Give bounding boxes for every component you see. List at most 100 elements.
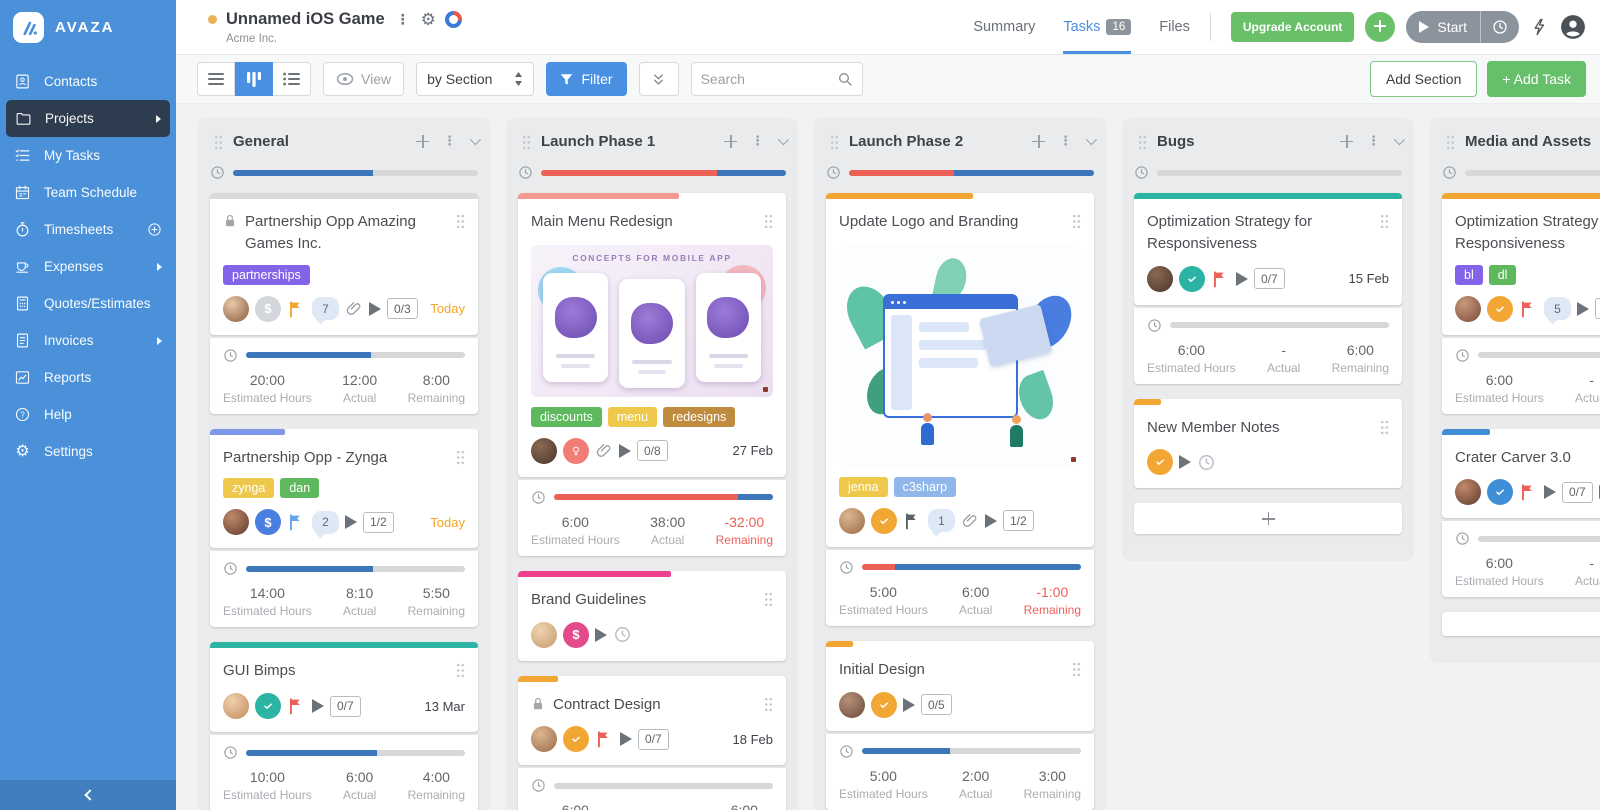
- due-date[interactable]: 15 Feb: [1348, 271, 1389, 286]
- start-timer-play-icon[interactable]: [1544, 485, 1556, 500]
- start-timer-play-icon[interactable]: [312, 699, 324, 713]
- subtask-count-box[interactable]: 0/7: [638, 728, 669, 750]
- assignee-avatar[interactable]: [1455, 479, 1481, 506]
- billable-dollar-icon[interactable]: $: [255, 509, 281, 536]
- drag-handle-icon[interactable]: [456, 450, 465, 465]
- priority-flag-icon[interactable]: [287, 299, 306, 319]
- subtask-count-box[interactable]: 1/2: [363, 511, 394, 533]
- complete-check-icon[interactable]: [563, 726, 589, 753]
- comment-count-badge[interactable]: 1: [928, 509, 955, 533]
- drag-handle-icon[interactable]: [214, 135, 223, 150]
- assignee-avatar[interactable]: [839, 507, 865, 534]
- priority-flag-icon[interactable]: [287, 696, 306, 716]
- plus-circle-icon[interactable]: [147, 222, 162, 237]
- add-card-button[interactable]: [1134, 503, 1402, 535]
- complete-check-icon[interactable]: [1147, 449, 1173, 476]
- billable-dollar-icon[interactable]: $: [255, 295, 281, 322]
- task-card[interactable]: Partnership Opp Amazing Games Inc. partne…: [210, 193, 478, 335]
- due-date[interactable]: Today: [430, 514, 465, 530]
- subtask-count-box[interactable]: 1/2: [1003, 510, 1034, 532]
- start-timer-play-icon[interactable]: [1179, 455, 1191, 470]
- brand-logo[interactable]: AVAZA: [0, 0, 176, 55]
- assignee-avatar[interactable]: [223, 509, 249, 536]
- start-timer-play-icon[interactable]: [369, 301, 381, 316]
- drag-handle-icon[interactable]: [1072, 662, 1081, 677]
- start-timer-play-icon[interactable]: [595, 627, 607, 642]
- detail-list-view-button[interactable]: [273, 62, 311, 96]
- sidebar-item-contacts[interactable]: Contacts: [0, 63, 176, 100]
- add-section-button[interactable]: Add Section: [1369, 61, 1478, 97]
- add-task-to-column-icon[interactable]: [416, 134, 429, 148]
- drag-handle-icon[interactable]: [1380, 214, 1389, 229]
- drag-handle-icon[interactable]: [456, 214, 465, 229]
- comment-count-badge[interactable]: 2: [312, 510, 339, 534]
- priority-flag-icon[interactable]: [903, 511, 922, 531]
- sidebar-item-team-schedule[interactable]: Team Schedule: [0, 174, 176, 211]
- drag-handle-icon[interactable]: [456, 663, 465, 678]
- tag-jenna[interactable]: jenna: [839, 476, 888, 497]
- tag-redesigns[interactable]: redesigns: [663, 406, 736, 427]
- comment-count-badge[interactable]: 5: [1544, 297, 1571, 320]
- due-date[interactable]: 18 Feb: [732, 731, 773, 747]
- sidebar-item-reports[interactable]: Reports: [0, 359, 176, 396]
- attachment-clip-icon[interactable]: [345, 299, 363, 318]
- project-menu-icon[interactable]: ⋮: [395, 11, 410, 27]
- group-by-select[interactable]: by Section: [416, 62, 535, 96]
- complete-check-icon[interactable]: [1487, 479, 1513, 506]
- start-timer-play-icon[interactable]: [985, 513, 997, 528]
- assignee-avatar[interactable]: [531, 621, 557, 648]
- billable-dollar-icon[interactable]: $: [563, 621, 589, 648]
- task-card[interactable]: Partnership Opp - Zynga zynga dan $2 1/2 Toda…: [210, 428, 478, 549]
- sidebar-item-invoices[interactable]: Invoices: [0, 322, 176, 359]
- estimate-clock-icon[interactable]: [613, 625, 632, 644]
- start-timer-play-icon[interactable]: [1236, 271, 1248, 286]
- column-menu-icon[interactable]: ⋮: [1059, 133, 1072, 148]
- task-card[interactable]: Initial Design 0/5: [826, 640, 1094, 731]
- tag-discounts[interactable]: discounts: [531, 406, 602, 427]
- quick-add-button[interactable]: [1365, 12, 1396, 42]
- subtask-count-box[interactable]: 0/7: [1562, 481, 1593, 503]
- collapse-column-icon[interactable]: [469, 133, 482, 146]
- timer-start-button[interactable]: Start: [1406, 11, 1519, 43]
- task-card[interactable]: GUI Bimps 0/7 13 Mar: [210, 642, 478, 732]
- subtask-count-box[interactable]: 0/7: [1254, 268, 1285, 289]
- subtask-count-box[interactable]: 0/5: [921, 694, 952, 715]
- subtask-count-box[interactable]: 0/7: [1595, 298, 1600, 319]
- task-card[interactable]: Optimization Strategy for Responsiveness…: [1442, 193, 1600, 335]
- tag-bl[interactable]: bl: [1455, 264, 1483, 285]
- shortcuts-bolt-icon[interactable]: [1530, 16, 1549, 38]
- attachment-clip-icon[interactable]: [595, 441, 613, 460]
- priority-flag-icon[interactable]: [1519, 299, 1538, 319]
- assignee-avatar[interactable]: [1147, 265, 1173, 292]
- view-options-button[interactable]: View: [323, 62, 405, 96]
- assignee-avatar[interactable]: [531, 437, 557, 464]
- start-timer-play-icon[interactable]: [1577, 301, 1589, 316]
- due-date[interactable]: 13 Mar: [424, 698, 465, 714]
- drag-handle-icon[interactable]: [764, 697, 773, 712]
- collapse-column-icon[interactable]: [1393, 133, 1406, 146]
- estimate-clock-icon[interactable]: [1197, 453, 1216, 472]
- tag-menu[interactable]: menu: [607, 406, 658, 427]
- kanban-view-button[interactable]: [235, 62, 273, 96]
- tag-partnerships[interactable]: partnerships: [223, 264, 310, 285]
- task-card[interactable]: Optimization Strategy for Responsiveness…: [1134, 193, 1402, 305]
- task-card[interactable]: Brand Guidelines $: [518, 570, 786, 661]
- tab-summary[interactable]: Summary: [973, 19, 1036, 35]
- task-card[interactable]: Crater Carver 3.0 0/7: [1442, 428, 1600, 519]
- tag-dan[interactable]: dan: [280, 478, 320, 499]
- start-timer-play-icon[interactable]: [1598, 485, 1600, 500]
- sidebar-item-timesheets[interactable]: Timesheets: [0, 211, 176, 248]
- priority-flag-icon[interactable]: [595, 729, 614, 749]
- tab-files[interactable]: Files: [1159, 19, 1190, 35]
- subtask-count-box[interactable]: 0/8: [637, 440, 668, 462]
- drag-handle-icon[interactable]: [1446, 135, 1455, 150]
- filter-button[interactable]: Filter: [546, 62, 627, 96]
- complete-check-icon[interactable]: [871, 507, 897, 534]
- complete-check-icon[interactable]: [1179, 265, 1205, 292]
- drag-handle-icon[interactable]: [1072, 214, 1081, 229]
- start-timer-play-icon[interactable]: [620, 732, 632, 747]
- start-timer-play-icon[interactable]: [345, 515, 357, 530]
- due-date[interactable]: 27 Feb: [732, 443, 773, 459]
- collapse-column-icon[interactable]: [777, 133, 790, 146]
- add-task-to-column-icon[interactable]: [1340, 134, 1353, 148]
